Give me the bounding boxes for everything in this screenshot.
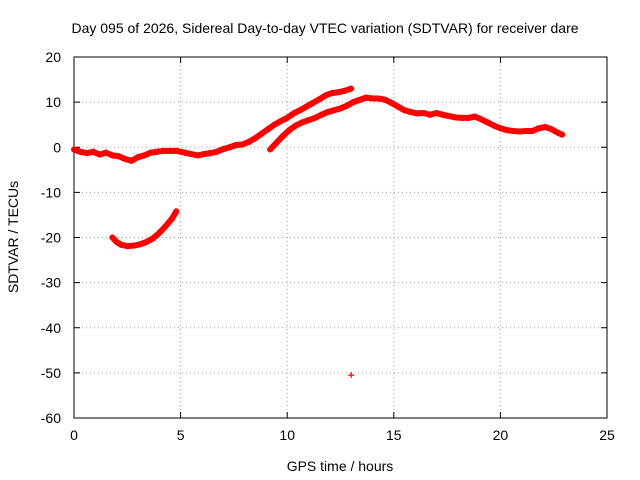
x-tick-label: 25 bbox=[599, 427, 615, 443]
data-trace-segment bbox=[169, 208, 180, 222]
y-tick-label: 0 bbox=[53, 139, 61, 155]
data-point bbox=[348, 372, 355, 379]
x-tick-label: 0 bbox=[70, 427, 78, 443]
data-trace-segment bbox=[554, 129, 566, 138]
chart-title: Day 095 of 2026, Sidereal Day-to-day VTE… bbox=[71, 20, 578, 36]
y-tick-label: -10 bbox=[41, 184, 61, 200]
x-tick-label: 15 bbox=[386, 427, 402, 443]
y-tick-label: -60 bbox=[41, 410, 61, 426]
y-tick-label: -20 bbox=[41, 230, 61, 246]
y-tick-label: -40 bbox=[41, 320, 61, 336]
y-tick-label: 20 bbox=[45, 49, 61, 65]
y-tick-label: -50 bbox=[41, 365, 61, 381]
x-tick-label: 20 bbox=[493, 427, 509, 443]
x-axis-label: GPS time / hours bbox=[287, 458, 394, 474]
y-axis-label: SDTVAR / TECUs bbox=[5, 181, 21, 293]
x-tick-label: 5 bbox=[177, 427, 185, 443]
x-tick-label: 10 bbox=[279, 427, 295, 443]
data-points bbox=[71, 85, 566, 379]
axis-ticks: 0 5 10 15 20 25 20 10 0 -10 -20 -30 -40 -50 -60 bbox=[41, 49, 615, 443]
y-tick-label: -30 bbox=[41, 275, 61, 291]
y-tick-label: 10 bbox=[45, 94, 61, 110]
data-trace-segment bbox=[341, 85, 355, 94]
